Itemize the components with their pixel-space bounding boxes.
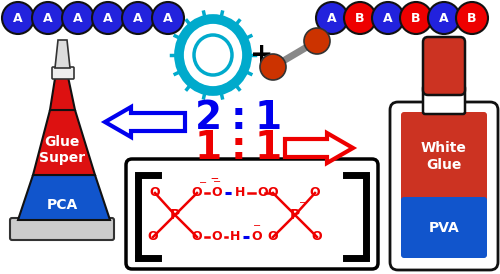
Text: O: O	[150, 187, 160, 199]
Text: A: A	[13, 12, 23, 24]
Text: :: :	[230, 99, 246, 137]
Text: 1: 1	[254, 129, 281, 167]
Circle shape	[372, 2, 404, 34]
Text: 1: 1	[254, 99, 281, 137]
FancyBboxPatch shape	[401, 112, 487, 203]
Circle shape	[260, 54, 286, 80]
Circle shape	[62, 2, 94, 34]
Text: 1: 1	[194, 129, 222, 167]
Text: A: A	[103, 12, 113, 24]
Text: −: −	[299, 198, 307, 208]
Text: A: A	[327, 12, 337, 24]
Text: −: −	[213, 177, 221, 187]
Circle shape	[428, 2, 460, 34]
Circle shape	[32, 2, 64, 34]
Text: B: B	[355, 12, 365, 24]
FancyBboxPatch shape	[390, 102, 498, 270]
Circle shape	[304, 28, 330, 54]
Text: A: A	[163, 12, 173, 24]
Text: PCA: PCA	[46, 198, 78, 212]
Text: A: A	[43, 12, 53, 24]
Text: A: A	[133, 12, 143, 24]
Text: 2: 2	[194, 99, 222, 137]
FancyArrow shape	[105, 107, 185, 137]
Text: O: O	[310, 187, 320, 199]
Ellipse shape	[194, 35, 232, 75]
Text: B: B	[467, 12, 477, 24]
Text: O: O	[252, 230, 262, 244]
Text: Glue: Glue	[426, 158, 462, 172]
Circle shape	[344, 2, 376, 34]
Text: Glue: Glue	[44, 135, 80, 149]
Text: −: −	[253, 221, 261, 231]
Text: O: O	[192, 230, 202, 244]
FancyBboxPatch shape	[423, 86, 465, 114]
Circle shape	[2, 2, 34, 34]
Circle shape	[316, 2, 348, 34]
Text: +: +	[250, 41, 274, 69]
Text: H: H	[235, 187, 245, 199]
Text: O: O	[148, 230, 158, 244]
Text: B: B	[411, 12, 421, 24]
Text: H: H	[230, 230, 240, 244]
Text: O: O	[268, 187, 278, 199]
Text: P: P	[170, 208, 180, 222]
Text: Super: Super	[39, 151, 85, 165]
Text: A: A	[73, 12, 83, 24]
Text: −: −	[199, 178, 207, 188]
Polygon shape	[33, 110, 95, 175]
Circle shape	[456, 2, 488, 34]
Text: O: O	[192, 187, 202, 199]
FancyBboxPatch shape	[52, 67, 74, 79]
Text: :: :	[230, 129, 246, 167]
Polygon shape	[50, 72, 75, 110]
Text: O: O	[212, 187, 222, 199]
FancyBboxPatch shape	[10, 218, 114, 240]
Text: O: O	[212, 230, 222, 244]
Text: A: A	[439, 12, 449, 24]
FancyBboxPatch shape	[401, 197, 487, 258]
Circle shape	[92, 2, 124, 34]
Circle shape	[400, 2, 432, 34]
Text: P: P	[290, 208, 300, 222]
Polygon shape	[55, 40, 70, 68]
Text: O: O	[312, 230, 322, 244]
Text: O: O	[258, 187, 268, 199]
Polygon shape	[18, 175, 110, 220]
Text: O: O	[268, 230, 278, 244]
FancyBboxPatch shape	[126, 159, 378, 269]
Text: PVA: PVA	[428, 221, 460, 235]
Circle shape	[152, 2, 184, 34]
FancyBboxPatch shape	[423, 37, 465, 95]
Text: White: White	[421, 141, 467, 155]
Text: A: A	[383, 12, 393, 24]
FancyArrow shape	[285, 133, 353, 163]
Circle shape	[122, 2, 154, 34]
